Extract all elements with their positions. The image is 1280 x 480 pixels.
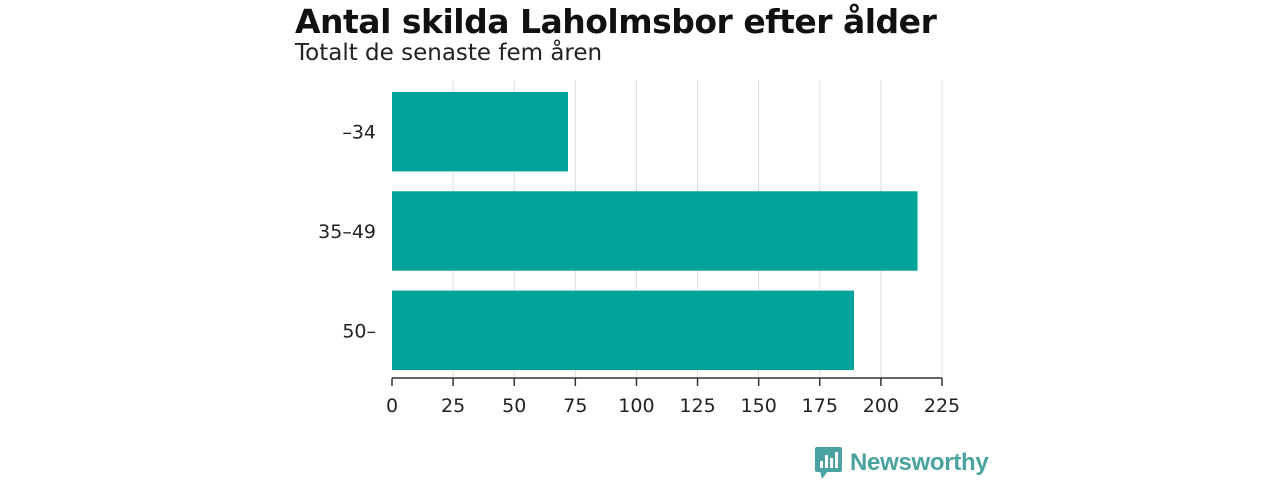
bar-3: [392, 290, 854, 371]
chart-title: Antal skilda Laholmsbor efter ålder: [295, 2, 937, 41]
bar-2: [392, 191, 918, 271]
x-tick-label: 0: [386, 395, 398, 417]
newsworthy-logo: Newsworthy: [814, 446, 989, 480]
x-tick-label: 150: [741, 395, 777, 417]
y-tick-label: 50–: [342, 320, 376, 342]
y-tick-label: 35–49: [318, 221, 376, 243]
x-tick-label: 175: [802, 395, 838, 417]
bar-chart-speech-bubble-icon: [815, 447, 842, 479]
x-tick-label: 225: [924, 395, 960, 417]
y-tick-label: –34: [342, 122, 376, 144]
bar-1: [392, 91, 568, 172]
x-tick-label: 100: [618, 395, 654, 417]
x-tick-label: 50: [502, 395, 526, 417]
x-tick-label: 200: [863, 395, 899, 417]
chart-subtitle: Totalt de senaste fem åren: [295, 40, 603, 66]
x-tick-label: 75: [563, 395, 587, 417]
logo-text: Newsworthy: [850, 449, 989, 476]
x-tick-label: 25: [441, 395, 465, 417]
x-tick-label: 125: [679, 395, 715, 417]
